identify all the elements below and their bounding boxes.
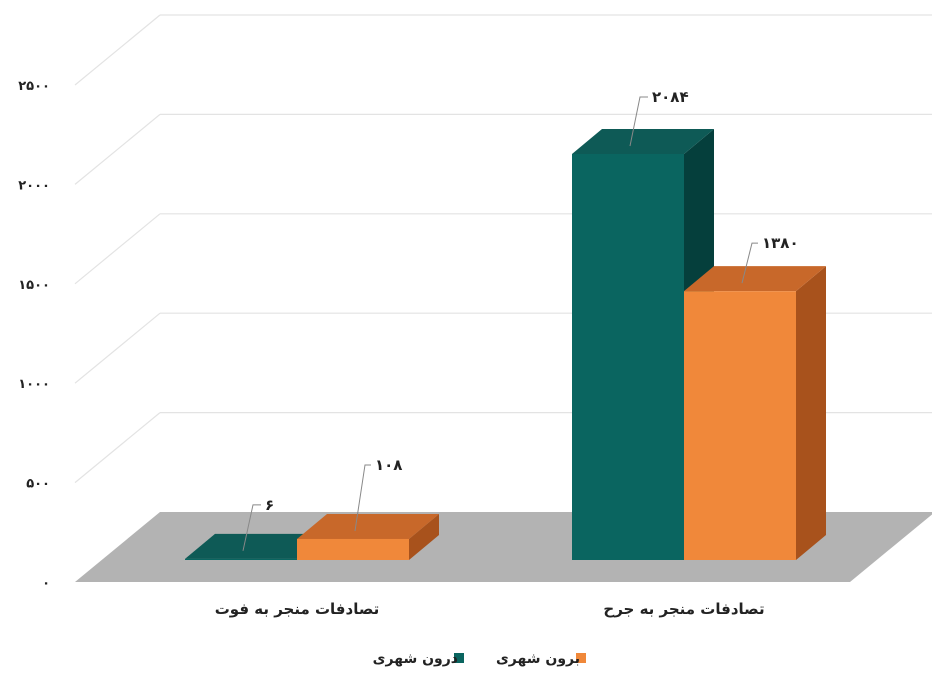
legend-swatch xyxy=(454,653,464,663)
category-labels: تصادفات منجر به فوت تصادفات منجر به جرح xyxy=(215,600,765,618)
bar-top xyxy=(684,266,826,292)
bars xyxy=(185,129,826,560)
data-label: ۱۳۸۰ xyxy=(762,234,799,252)
data-label-leader xyxy=(741,242,758,284)
category-label: تصادفات منجر به جرح xyxy=(603,600,764,618)
bar xyxy=(684,291,796,560)
data-labels: ۶ ۱۰۸ ۲۰۸۴ ۱۳۸۰ xyxy=(242,88,799,551)
data-label-leader xyxy=(629,96,648,147)
gridline-side xyxy=(74,213,161,285)
y-axis-ticks: ۰ ۵۰۰ ۱۰۰۰ ۱۵۰۰ ۲۰۰۰ ۲۵۰۰ xyxy=(18,79,50,591)
y-tick-label: ۲۵۰۰ xyxy=(18,79,50,94)
category-label: تصادفات منجر به فوت xyxy=(215,600,380,618)
legend-label: درون شهری xyxy=(373,651,458,667)
bar-top xyxy=(297,513,439,539)
gridline-side xyxy=(74,312,161,384)
bar-top xyxy=(572,129,714,154)
bar xyxy=(185,558,297,560)
legend-label: برون شهری xyxy=(496,651,580,667)
gridline-side xyxy=(74,113,161,185)
bar-side xyxy=(409,513,439,560)
bar xyxy=(297,538,409,560)
y-tick-label: ۱۰۰۰ xyxy=(18,377,50,392)
gridline-side xyxy=(74,412,161,484)
y-tick-label: ۰ xyxy=(42,576,50,591)
legend-swatch xyxy=(576,653,586,663)
bar-side xyxy=(796,266,826,560)
legend: درون شهری برون شهری xyxy=(373,651,586,667)
bar xyxy=(572,154,684,560)
data-label: ۶ xyxy=(265,496,274,514)
data-label: ۱۰۸ xyxy=(375,456,402,474)
gridline-side xyxy=(74,14,161,86)
y-tick-label: ۱۵۰۰ xyxy=(18,278,50,293)
y-tick-label: ۵۰۰ xyxy=(26,477,50,492)
bar-top xyxy=(185,533,327,559)
data-label-leader xyxy=(242,504,261,551)
data-label: ۲۰۸۴ xyxy=(652,88,689,106)
y-tick-label: ۲۰۰۰ xyxy=(18,178,50,193)
data-label-leader xyxy=(354,464,371,532)
